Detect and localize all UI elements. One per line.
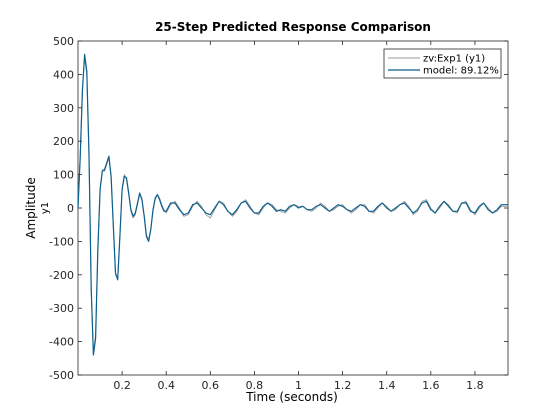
x-tick-label: 0.4 — [157, 379, 175, 392]
series-line-model — [77, 53, 508, 356]
y-tick-label: 400 — [53, 68, 74, 81]
y-tick-label: -400 — [49, 336, 74, 349]
legend: zv:Exp1 (y1) model: 89.12% — [383, 48, 502, 79]
x-tick-label: 1.4 — [378, 379, 396, 392]
legend-entry-model: model: 89.12% — [423, 66, 499, 77]
y-tick-label: -500 — [49, 369, 74, 382]
y-axis-label: Amplitude — [24, 177, 38, 239]
x-axis-label: Time (seconds) — [245, 390, 338, 404]
plot-area: 0.2 0.4 0.6 0.8 1 1.2 1.4 1.6 1.8 -500 -400 -300 -20… — [49, 35, 509, 392]
legend-entry-measured: zv:Exp1 (y1) — [423, 54, 485, 65]
y-tick-label: -100 — [49, 235, 74, 248]
y-tick-label: 200 — [53, 135, 74, 148]
x-tick-label: 0.8 — [246, 379, 264, 392]
x-tick-label: 1.6 — [422, 379, 440, 392]
chart-title: 25-Step Predicted Response Comparison — [155, 20, 431, 34]
x-tick-label: 0.2 — [113, 379, 131, 392]
plot-frame — [77, 40, 509, 376]
y-tick-label: -200 — [49, 269, 74, 282]
y-tick-label: 0 — [67, 202, 74, 215]
x-tick-label: 1 — [295, 379, 302, 392]
ticks-layer: 0.2 0.4 0.6 0.8 1 1.2 1.4 1.6 1.8 -500 -400 -300 -20… — [49, 35, 508, 392]
y-tick-label: 100 — [53, 169, 74, 182]
legend-box — [383, 48, 502, 79]
y-tick-label: -300 — [49, 302, 74, 315]
x-tick-label: 1.2 — [334, 379, 352, 392]
series-layer — [77, 53, 508, 356]
y-tick-label: 500 — [53, 35, 74, 48]
x-tick-label: 1.8 — [466, 379, 484, 392]
x-tick-label: 0.6 — [202, 379, 220, 392]
y-axis-sublabel: y1 — [40, 202, 51, 214]
y-tick-label: 300 — [53, 102, 74, 115]
